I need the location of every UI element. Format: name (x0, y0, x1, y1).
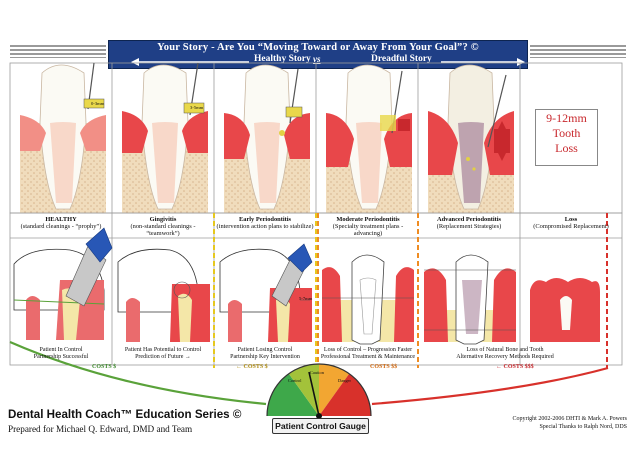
banner-healthy-story: Healthy Story (254, 54, 311, 64)
tooth-cross-section-4 (326, 64, 412, 213)
stage-subtitle: (non-standard cleanings - “teamwork”) (130, 223, 196, 238)
stage-label-early-periodontitis: Early Periodontitis (intervention action… (216, 216, 314, 230)
caption-line-2: Professional Treatment & Maintenance (320, 354, 416, 360)
cost-high: ← COSTS $$$ (496, 364, 534, 370)
prepared-for-text: Prepared for Michael Q. Edward, DMD and … (8, 424, 193, 434)
caption-line-2: Partnership Successful (33, 354, 89, 360)
lower-illustration-5 (424, 254, 516, 345)
lower-illustration-2 (117, 248, 210, 342)
stage-title: HEALTHY (45, 216, 77, 223)
caption-line-1: Loss of Natural Bone and Tooth (466, 347, 544, 353)
loss-box-line-1: 9-12mm (546, 111, 587, 125)
stage-label-moderate-periodontitis: Moderate Periodontitis (Specialty treatm… (320, 216, 416, 238)
stage-label-advanced-periodontitis: Advanced Periodontitis (Replacement Stra… (420, 216, 518, 230)
probe-label-1: 0-3mm (91, 101, 105, 106)
caption-line-1: Patient Losing Control (237, 347, 293, 353)
caption-line-2: Partnership Key Intervention (230, 354, 300, 360)
lower-illustration-6 (530, 278, 600, 342)
lower-illustration-1 (13, 227, 113, 340)
gauge-tick-control: Control (288, 378, 302, 383)
red-progression-curve (371, 366, 609, 406)
left-arrow-icon (131, 58, 249, 66)
probe-label-3: 5-7mm (299, 296, 313, 301)
cost-mid: COSTS $$ (370, 364, 398, 370)
loss-box-line-2: Tooth (552, 126, 581, 140)
caption-line-2: Prediction of Future → (135, 354, 191, 360)
green-progression-curve (9, 340, 267, 406)
brand-title: Dental Health Coach™ Education Series © (8, 408, 242, 421)
tooth-cross-section-5 (428, 64, 514, 213)
cost-mid-small: ← COSTS $ (236, 364, 268, 370)
caption-line-1: Patient Has Potential to Control (124, 347, 202, 353)
caption-advanced-periodontitis: Loss of Natural Bone and Tooth Alternati… (430, 347, 580, 361)
stage-subtitle: (intervention action plans to stabilize) (216, 223, 314, 231)
right-stripes (530, 45, 626, 58)
stage-label-healthy: HEALTHY (standard cleanings - “prophy”) (12, 216, 110, 230)
gauge-tick-danger: Danger (338, 378, 351, 383)
thanks-text: Special Thanks to Ralph Nord, DDS (539, 423, 627, 430)
stage-subtitle: (Compromised Replacement) (533, 223, 609, 231)
stage-title: Loss (564, 216, 578, 223)
caption-line-1: Patient In Control (39, 347, 83, 353)
copyright-block: Copyright 2002-2006 DHTI & Mark A. Power… (487, 416, 628, 431)
gauge-tick-caution: Caution (310, 370, 324, 375)
tooth-cross-section-1 (20, 62, 106, 213)
tooth-cross-section-3 (224, 64, 310, 213)
banner-title: Your Story - Are You “Moving Toward or A… (157, 42, 479, 53)
stage-title: Advanced Periodontitis (436, 216, 502, 223)
lower-illustration-3 (219, 243, 313, 342)
caption-line-1: Loss of Control – Progression Faster (323, 347, 413, 353)
stage-subtitle: (Replacement Strategies) (436, 223, 502, 231)
stage-subtitle: (Specialty treatment plans - advancing) (332, 223, 404, 238)
right-arrow-icon (441, 58, 525, 66)
stage-label-loss: Loss (Compromised Replacement) (522, 216, 620, 230)
loss-box-line-3: Loss (555, 141, 578, 155)
copyright-text: Copyright 2002-2006 DHTI & Mark A. Power… (512, 416, 628, 422)
stage-title: Gingivitis (149, 216, 177, 223)
caption-healthy: Patient In Control Partnership Successfu… (12, 347, 110, 361)
title-banner: Your Story - Are You “Moving Toward or A… (108, 40, 528, 69)
caption-line-2: Alternative Recovery Methods Required (456, 354, 554, 360)
banner-vs: vs (313, 54, 321, 64)
cost-low: COSTS $ (92, 364, 117, 370)
lower-illustration-4 (322, 254, 414, 345)
banner-dreadful-story: Dreadful Story (371, 54, 432, 64)
stage-label-gingivitis: Gingivitis (non-standard cleanings - “te… (114, 216, 212, 238)
caption-gingivitis: Patient Has Potential to Control Predict… (114, 347, 212, 361)
stage-subtitle: (standard cleanings - “prophy”) (20, 223, 102, 231)
gauge-label: Patient Control Gauge (272, 418, 369, 434)
stage-title: Moderate Periodontitis (336, 216, 400, 223)
left-stripes (10, 45, 106, 58)
caption-early-periodontitis: Patient Losing Control Partnership Key I… (216, 347, 314, 361)
caption-moderate-periodontitis: Loss of Control – Progression Faster Pro… (320, 347, 416, 361)
probe-label-2: 3-5mm (190, 105, 204, 110)
tooth-cross-section-2 (122, 62, 208, 213)
tooth-loss-box: 9-12mm Tooth Loss (535, 109, 598, 166)
stage-title: Early Periodontitis (238, 216, 291, 223)
patient-control-gauge (266, 363, 372, 419)
